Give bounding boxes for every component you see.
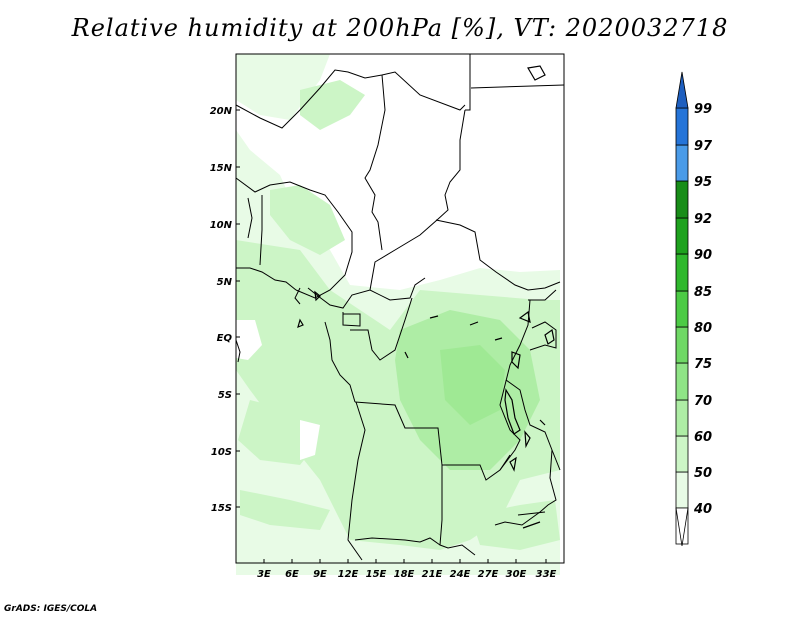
colorbar-box-40-50 [675, 471, 689, 509]
colorbar-label-80: 80 [694, 321, 712, 336]
colorbar-label-92: 92 [694, 212, 712, 227]
map-title: Relative humidity at 200hPa [%], VT: 202… [71, 14, 729, 42]
colorbar-label-75: 75 [694, 357, 712, 372]
lon-label-3e: 3E [257, 569, 271, 580]
lon-label-9e: 9E [313, 569, 327, 580]
lat-label-20n: 20N [210, 106, 233, 117]
lon-label-12e: 12E [338, 569, 359, 580]
colorbar-label-50: 50 [694, 466, 712, 481]
lat-label-15n: 15N [210, 163, 233, 174]
colorbar-label-90: 90 [694, 248, 712, 263]
colorbar-box-75-80 [675, 326, 689, 364]
lat-label-10s: 10S [211, 447, 232, 458]
grads-credit: GrADS: IGES/COLA [4, 604, 98, 614]
lat-label-15s: 15S [211, 503, 232, 514]
lon-label-27e: 27E [478, 569, 499, 580]
colorbar-box-80-85 [675, 290, 689, 328]
colorbar-box-50-60 [675, 435, 689, 473]
lon-label-15e: 15E [366, 569, 387, 580]
lat-label-5n: 5N [217, 277, 233, 288]
colorbar-boxes [675, 107, 689, 545]
lakes [297, 65, 555, 529]
colorbar-bottom-arrow [675, 507, 689, 547]
map-panel: 20N 15N 10N 5N EQ 5S 10S 15S 3E 6E 9E 12… [210, 53, 565, 580]
lon-label-24e: 24E [450, 569, 471, 580]
colorbar-top-arrow [675, 71, 689, 109]
lon-label-30e: 30E [506, 569, 527, 580]
colorbar-label-85: 85 [694, 285, 712, 300]
lat-ticks [236, 109, 240, 508]
map-frame [235, 53, 565, 564]
colorbar: 40 50 60 70 75 80 85 90 92 95 97 99 [675, 71, 713, 547]
colorbar-box-70-75 [675, 362, 689, 401]
lon-label-21e: 21E [422, 569, 443, 580]
colorbar-box-97-99 [675, 107, 689, 146]
colorbar-label-99: 99 [694, 102, 712, 117]
lat-label-eq: EQ [217, 333, 233, 344]
colorbar-labels: 40 50 60 70 75 80 85 90 92 95 97 99 [693, 102, 713, 517]
colorbar-box-92-95 [675, 180, 689, 219]
latitude-axis: 20N 15N 10N 5N EQ 5S 10S 15S [210, 106, 240, 514]
country-borders [235, 54, 565, 561]
lon-label-6e: 6E [285, 569, 299, 580]
colorbar-label-40: 40 [693, 502, 712, 517]
lon-label-18e: 18E [394, 569, 415, 580]
colorbar-label-70: 70 [694, 394, 712, 409]
colorbar-box-60-70 [675, 399, 689, 437]
colorbar-label-60: 60 [694, 430, 712, 445]
humidity-shading [236, 54, 564, 575]
lon-label-33e: 33E [536, 569, 557, 580]
lat-label-5s: 5S [218, 390, 232, 401]
colorbar-box-95-97 [675, 144, 689, 182]
colorbar-label-97: 97 [694, 139, 713, 154]
colorbar-box-90-92 [675, 217, 689, 255]
longitude-axis: 3E 6E 9E 12E 15E 18E 21E 24E 27E 30E 33E [257, 559, 557, 580]
lon-ticks [263, 559, 547, 563]
colorbar-label-95: 95 [694, 175, 712, 190]
lat-label-10n: 10N [210, 220, 233, 231]
colorbar-box-85-90 [675, 253, 689, 292]
